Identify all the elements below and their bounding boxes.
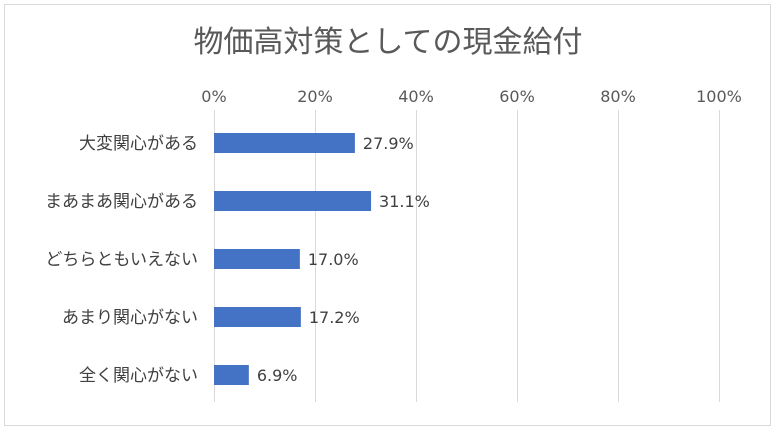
category-label: あまり関心がない — [62, 308, 198, 328]
category-label: どちらともいえない — [45, 250, 198, 270]
x-tick-label: 60% — [499, 87, 535, 106]
category-label: まあまあ関心がある — [45, 192, 198, 212]
data-label: 27.9% — [363, 134, 414, 153]
category-label: 大変関心がある — [79, 134, 198, 154]
data-label: 31.1% — [379, 192, 430, 211]
x-tick-label: 0% — [201, 87, 226, 106]
x-tick-label: 20% — [297, 87, 333, 106]
data-label: 17.0% — [308, 250, 359, 269]
category-label: 全く関心がない — [79, 366, 198, 386]
data-labels: 27.9% 31.1% 17.0% 17.2% 6.9% — [257, 134, 430, 385]
chart-title: 物価高対策としての現金給付 — [193, 25, 582, 60]
bars — [214, 133, 372, 385]
data-label: 6.9% — [257, 366, 298, 385]
x-tick-label: 40% — [398, 87, 434, 106]
x-tick-label: 100% — [696, 87, 742, 106]
bar — [214, 365, 249, 385]
gridlines — [214, 110, 720, 402]
x-tick-label: 80% — [600, 87, 636, 106]
bar — [214, 191, 372, 211]
bar — [214, 133, 355, 153]
chart-frame — [4, 4, 771, 426]
x-axis-ticks: 0% 20% 40% 60% 80% 100% — [201, 87, 742, 106]
data-label: 17.2% — [309, 308, 360, 327]
bar — [214, 249, 300, 269]
bar — [214, 307, 301, 327]
